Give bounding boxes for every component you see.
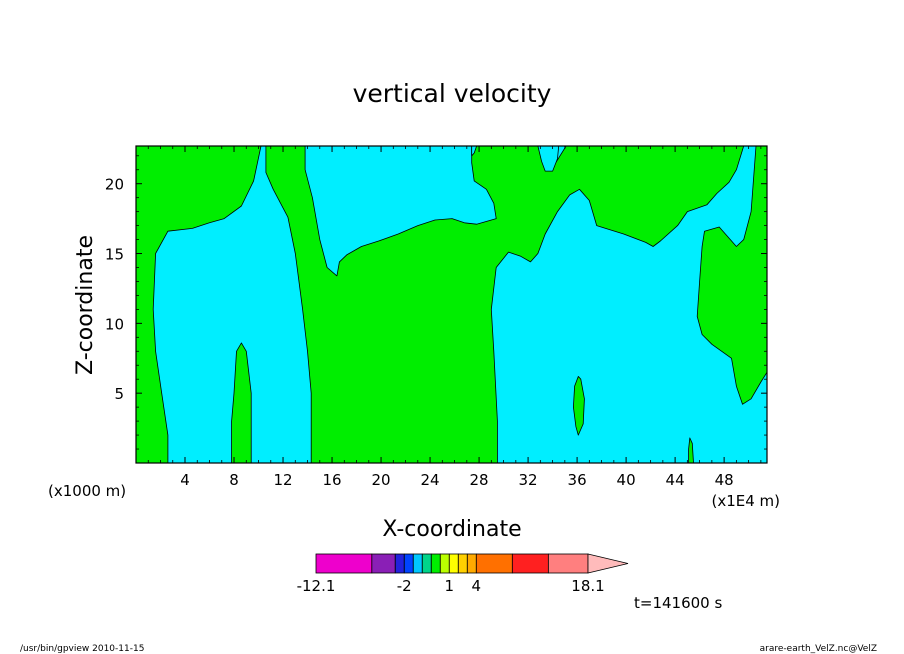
colorbar-segment [421,553,432,574]
colorbar-segment [448,553,459,574]
x-tick-label: 12 [273,471,292,489]
x-unit-left: (x1000 m) [48,482,126,500]
x-tick-label: 40 [617,471,636,489]
x-axis: 4 8 12 16 20 24 28 32 36 40 44 48 [147,146,762,489]
time-label: t=141600 s [634,594,722,612]
contour-region-blob-x36 [573,375,585,436]
contour-region-tongue-x9 [231,342,252,463]
x-tick-label: 36 [568,471,587,489]
y-tick-label: 20 [105,176,124,194]
contour-region-cyan-pocket-x34 [537,146,560,172]
colorbar-tick-label: -12.1 [297,577,336,595]
x-tick-label: 20 [372,471,391,489]
contour-region-mid-band [265,146,745,463]
x-unit-right: (x1E4 m) [711,492,780,510]
y-tick-label: 10 [105,315,124,333]
contour-region-left-edge [136,146,262,463]
colorbar-segment [315,553,373,574]
colorbar-segment [403,553,414,574]
contour-regions [136,146,767,463]
colorbar: -12.1 -2 1 4 18.1 [297,553,629,595]
x-tick-label: 48 [715,471,734,489]
x-tick-label: 16 [322,471,341,489]
x-tick-label: 8 [229,471,239,489]
colorbar-arrow [587,553,629,574]
colorbar-segment [412,553,423,574]
footer-right: arare-earth_VelZ.nc@VelZ [760,644,877,654]
plot-frame [135,145,768,464]
chart-title: vertical velocity [353,79,552,108]
colorbar-segment [511,553,549,574]
x-axis-label: X-coordinate [382,517,521,542]
x-tick-label: 32 [519,471,538,489]
colorbar-tick-label: 1 [445,577,455,595]
colorbar-tick-label: 18.1 [571,577,604,595]
y-tick-label: 15 [105,246,124,264]
y-axis: 5 10 15 20 [105,155,767,450]
x-tick-label: 44 [666,471,685,489]
footer-left: /usr/bin/gpview 2010-11-15 [20,644,144,654]
x-tick-label: 4 [180,471,190,489]
contour-region-thin-x45 [688,437,694,463]
colorbar-segment [547,553,589,574]
colorbar-segment [457,553,468,574]
contour-region-right-edge [696,146,767,405]
colorbar-segment [475,553,513,574]
colorbar-segment [371,553,396,574]
contour-region-cyan-notch-x27 [471,146,478,157]
colorbar-segment [466,553,477,574]
x-tick-label: 28 [470,471,489,489]
colorbar-tick-label: -2 [397,577,412,595]
y-axis-label: Z-coordinate [73,235,98,375]
colorbar-tick-label: 4 [472,577,482,595]
x-tick-label: 24 [421,471,440,489]
y-tick-label: 5 [114,385,124,403]
colorbar-segment [430,553,441,574]
colorbar-segment [394,553,405,574]
colorbar-segment [439,553,450,574]
